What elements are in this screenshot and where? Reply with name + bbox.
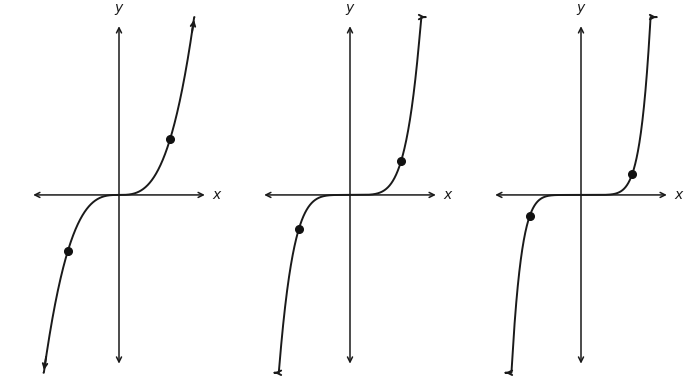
Text: $y$: $y$ [344,2,356,17]
Text: $x$: $x$ [211,188,222,202]
Text: $x$: $x$ [442,188,453,202]
Text: $x$: $x$ [673,188,684,202]
Text: $y$: $y$ [575,2,587,17]
Text: $y$: $y$ [113,2,125,17]
